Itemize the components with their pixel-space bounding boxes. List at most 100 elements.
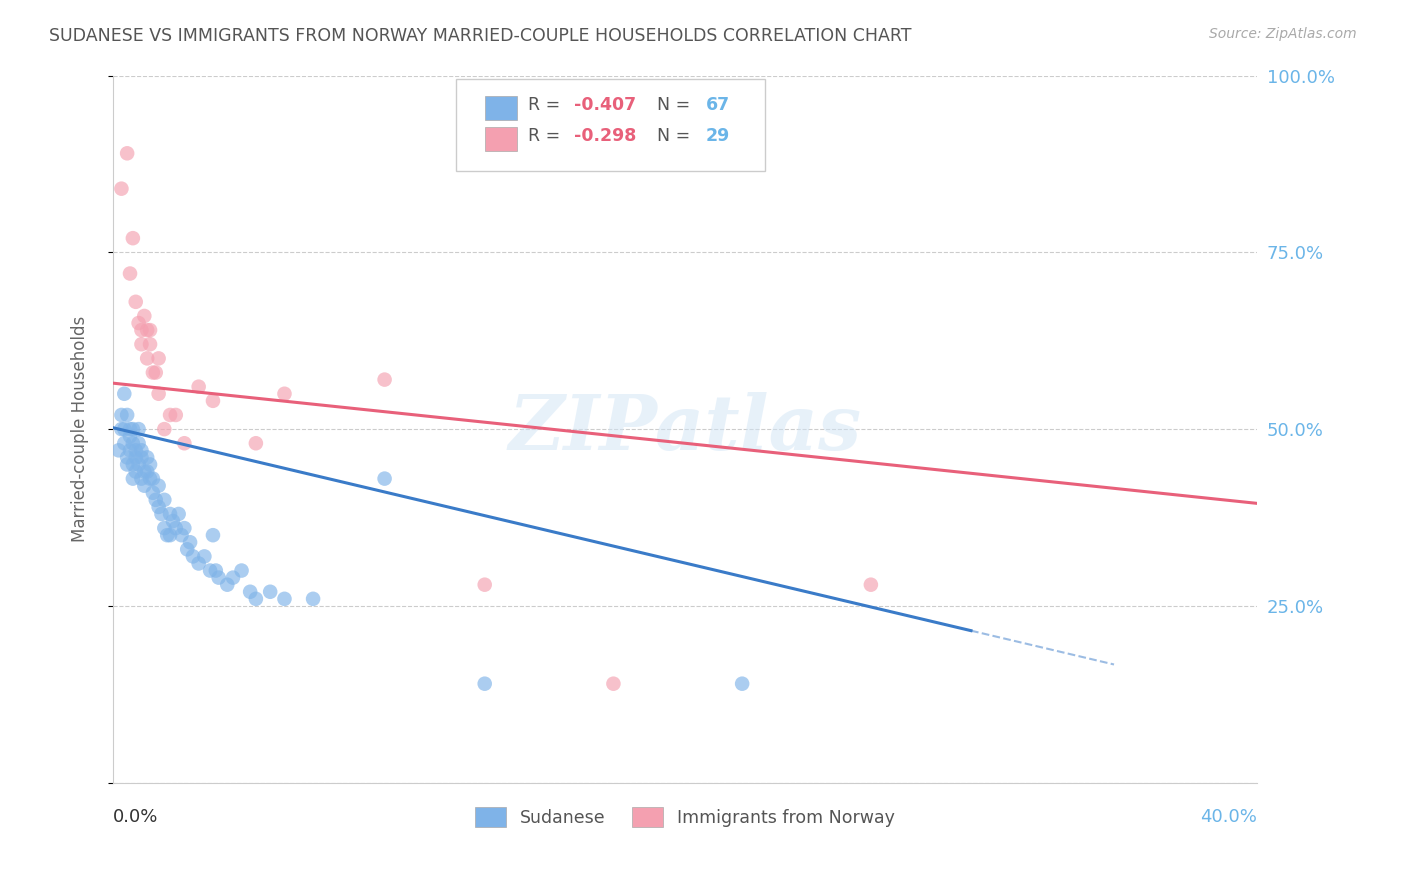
- Point: [153, 492, 176, 507]
- Text: -0.407: -0.407: [574, 95, 636, 113]
- Point: [142, 472, 165, 486]
- Text: SUDANESE VS IMMIGRANTS FROM NORWAY MARRIED-COUPLE HOUSEHOLDS CORRELATION CHART: SUDANESE VS IMMIGRANTS FROM NORWAY MARRI…: [49, 27, 911, 45]
- Text: 0.0%: 0.0%: [112, 807, 159, 826]
- Point: [201, 528, 224, 542]
- Point: [474, 577, 496, 591]
- Legend: Sudanese, Immigrants from Norway: Sudanese, Immigrants from Norway: [468, 800, 901, 834]
- Point: [153, 521, 176, 535]
- Point: [187, 379, 209, 393]
- Point: [222, 571, 245, 585]
- Text: ZIPatlas: ZIPatlas: [509, 392, 862, 467]
- Point: [165, 408, 187, 422]
- Point: [245, 436, 267, 450]
- Point: [181, 549, 204, 564]
- Point: [136, 450, 159, 465]
- Point: [134, 478, 156, 492]
- Point: [110, 422, 132, 436]
- Point: [122, 436, 145, 450]
- Point: [173, 436, 195, 450]
- Point: [142, 366, 165, 380]
- Text: Source: ZipAtlas.com: Source: ZipAtlas.com: [1209, 27, 1357, 41]
- Point: [136, 351, 159, 366]
- Point: [142, 485, 165, 500]
- Point: [136, 465, 159, 479]
- Text: 29: 29: [706, 127, 730, 145]
- Point: [259, 584, 281, 599]
- Point: [165, 521, 187, 535]
- Point: [128, 436, 150, 450]
- Text: N =: N =: [645, 95, 696, 113]
- Text: R =: R =: [529, 127, 567, 145]
- Point: [153, 422, 176, 436]
- Point: [239, 584, 262, 599]
- Point: [374, 373, 396, 387]
- Point: [125, 450, 148, 465]
- Point: [159, 528, 181, 542]
- Point: [148, 386, 170, 401]
- Text: -0.298: -0.298: [574, 127, 637, 145]
- Y-axis label: Married-couple Households: Married-couple Households: [72, 316, 89, 542]
- Point: [176, 542, 198, 557]
- Point: [193, 549, 215, 564]
- Point: [131, 472, 153, 486]
- Point: [198, 564, 221, 578]
- Point: [273, 386, 295, 401]
- Point: [110, 408, 132, 422]
- Point: [187, 557, 209, 571]
- Text: R =: R =: [529, 95, 567, 113]
- Point: [125, 294, 148, 309]
- Point: [167, 507, 190, 521]
- Point: [115, 450, 138, 465]
- Point: [128, 422, 150, 436]
- Point: [131, 337, 153, 351]
- Point: [159, 507, 181, 521]
- Point: [148, 351, 170, 366]
- Point: [118, 429, 141, 443]
- Point: [131, 323, 153, 337]
- Point: [148, 500, 170, 514]
- Point: [122, 231, 145, 245]
- Point: [131, 450, 153, 465]
- Point: [125, 465, 148, 479]
- Point: [159, 408, 181, 422]
- Point: [374, 472, 396, 486]
- Point: [148, 478, 170, 492]
- Point: [731, 676, 754, 690]
- FancyBboxPatch shape: [456, 79, 765, 171]
- Point: [136, 323, 159, 337]
- Point: [112, 436, 135, 450]
- Point: [231, 564, 253, 578]
- Point: [245, 591, 267, 606]
- Point: [118, 443, 141, 458]
- Point: [112, 386, 135, 401]
- Point: [118, 267, 141, 281]
- Point: [131, 443, 153, 458]
- Text: 67: 67: [706, 95, 730, 113]
- Point: [107, 443, 129, 458]
- Point: [122, 458, 145, 472]
- Point: [115, 458, 138, 472]
- Point: [474, 676, 496, 690]
- Point: [156, 528, 179, 542]
- Point: [118, 422, 141, 436]
- Point: [110, 182, 132, 196]
- Point: [125, 443, 148, 458]
- Point: [134, 465, 156, 479]
- Point: [150, 507, 173, 521]
- Point: [208, 571, 231, 585]
- Point: [602, 676, 624, 690]
- Point: [179, 535, 201, 549]
- Point: [205, 564, 228, 578]
- Point: [139, 337, 162, 351]
- Point: [115, 146, 138, 161]
- Text: 40.0%: 40.0%: [1201, 807, 1257, 826]
- Point: [112, 422, 135, 436]
- Point: [122, 422, 145, 436]
- Point: [139, 458, 162, 472]
- Point: [859, 577, 882, 591]
- Point: [145, 492, 167, 507]
- Point: [170, 528, 193, 542]
- Point: [139, 323, 162, 337]
- Point: [145, 366, 167, 380]
- Point: [128, 458, 150, 472]
